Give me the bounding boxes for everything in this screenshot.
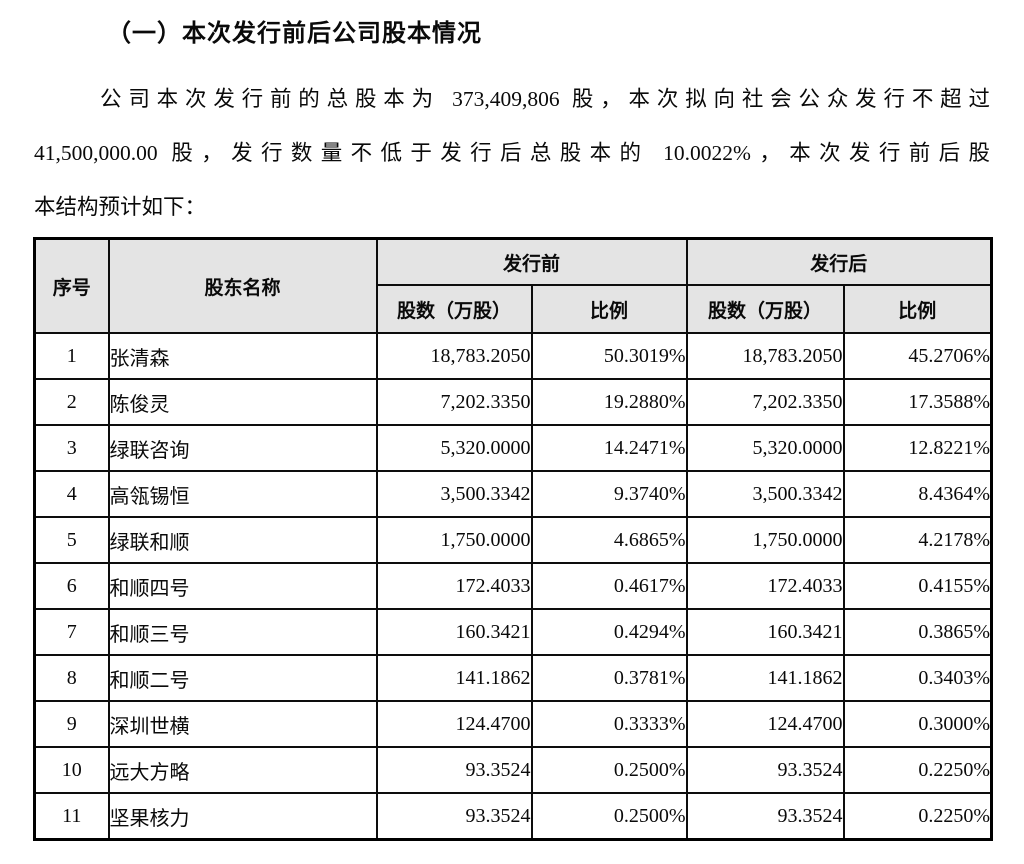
post-shares-cell: 93.3524 — [685, 792, 845, 841]
post-ratio-cell: 0.4155% — [842, 562, 993, 610]
post-ratio-cell: 0.2250% — [842, 746, 993, 794]
shareholder-name-cell: 深圳世横 — [107, 700, 378, 748]
table-header: 序号 股东名称 发行前 发行后 股数（万股） 比例 股数（万股） 比例 — [33, 237, 993, 334]
post-shares-cell: 141.1862 — [685, 654, 845, 702]
pre-shares-cell: 160.3421 — [375, 608, 533, 656]
table-row: 9 深圳世横 124.4700 0.3333% 124.4700 0.3000% — [33, 700, 993, 748]
table-row: 3 绿联咨询 5,320.0000 14.2471% 5,320.0000 12.8221… — [33, 424, 993, 472]
pre-ratio-cell: 9.3740% — [530, 470, 688, 518]
pre-shares-cell: 18,783.2050 — [375, 332, 533, 380]
post-shares-cell: 172.4033 — [685, 562, 845, 610]
index-cell: 1 — [33, 332, 110, 380]
table-row: 4 高瓴锡恒 3,500.3342 9.3740% 3,500.3342 8.4364% — [33, 470, 993, 518]
pre-ratio-cell: 0.3781% — [530, 654, 688, 702]
post-ratio-cell: 45.2706% — [842, 332, 993, 380]
post-ratio-cell: 0.3000% — [842, 700, 993, 748]
shareholder-name-cell: 高瓴锡恒 — [107, 470, 378, 518]
pre-shares-cell: 3,500.3342 — [375, 470, 533, 518]
pre-ratio-cell: 4.6865% — [530, 516, 688, 564]
table-row: 8 和顺二号 141.1862 0.3781% 141.1862 0.3403% — [33, 654, 993, 702]
index-cell: 3 — [33, 424, 110, 472]
header-shares-post: 股数（万股） — [685, 284, 845, 334]
share-structure-table: 序号 股东名称 发行前 发行后 股数（万股） 比例 股数（万股） 比例 1 张清森… — [33, 237, 994, 841]
header-index: 序号 — [33, 237, 110, 334]
pre-shares-cell: 7,202.3350 — [375, 378, 533, 426]
shareholder-name-cell: 和顺四号 — [107, 562, 378, 610]
shareholder-name-cell: 坚果核力 — [107, 792, 378, 841]
pre-shares-cell: 124.4700 — [375, 700, 533, 748]
post-ratio-cell: 0.3403% — [842, 654, 993, 702]
index-cell: 2 — [33, 378, 110, 426]
pre-shares-cell: 93.3524 — [375, 792, 533, 841]
post-shares-cell: 160.3421 — [685, 608, 845, 656]
shareholder-name-cell: 和顺二号 — [107, 654, 378, 702]
pre-shares-cell: 93.3524 — [375, 746, 533, 794]
index-cell: 6 — [33, 562, 110, 610]
table-row: 1 张清森 18,783.2050 50.3019% 18,783.2050 45.270… — [33, 332, 993, 380]
table-row: 7 和顺三号 160.3421 0.4294% 160.3421 0.3865% — [33, 608, 993, 656]
post-shares-cell: 1,750.0000 — [685, 516, 845, 564]
index-cell: 4 — [33, 470, 110, 518]
post-shares-cell: 18,783.2050 — [685, 332, 845, 380]
header-shares-pre: 股数（万股） — [375, 284, 533, 334]
index-cell: 9 — [33, 700, 110, 748]
post-shares-cell: 7,202.3350 — [685, 378, 845, 426]
pre-shares-cell: 1,750.0000 — [375, 516, 533, 564]
index-cell: 10 — [33, 746, 110, 794]
table-row: 6 和顺四号 172.4033 0.4617% 172.4033 0.4155% — [33, 562, 993, 610]
section-title: （一）本次发行前后公司股本情况 — [107, 20, 482, 47]
pre-ratio-cell: 0.4294% — [530, 608, 688, 656]
post-ratio-cell: 12.8221% — [842, 424, 993, 472]
table-row: 10 远大方略 93.3524 0.2500% 93.3524 0.2250% — [33, 746, 993, 794]
pre-shares-cell: 172.4033 — [375, 562, 533, 610]
index-cell: 11 — [33, 792, 110, 841]
post-shares-cell: 93.3524 — [685, 746, 845, 794]
table-body: 1 张清森 18,783.2050 50.3019% 18,783.2050 45.270… — [33, 332, 993, 841]
pre-ratio-cell: 19.2880% — [530, 378, 688, 426]
shareholder-name-cell: 和顺三号 — [107, 608, 378, 656]
post-shares-cell: 124.4700 — [685, 700, 845, 748]
shareholder-name-cell: 绿联咨询 — [107, 424, 378, 472]
header-post-issue: 发行后 — [685, 237, 993, 286]
shareholder-name-cell: 张清森 — [107, 332, 378, 380]
pre-ratio-cell: 14.2471% — [530, 424, 688, 472]
paragraph-line-1: 公司本次发行前的总股本为 373,409,806 股，本次拟向社会公众发行不超过 — [100, 87, 990, 111]
header-shareholder: 股东名称 — [107, 237, 378, 334]
pre-ratio-cell: 0.2500% — [530, 746, 688, 794]
pre-ratio-cell: 0.3333% — [530, 700, 688, 748]
paragraph-line-3: 本结构预计如下： — [34, 195, 207, 219]
header-ratio-post: 比例 — [842, 284, 993, 334]
index-cell: 7 — [33, 608, 110, 656]
pre-ratio-cell: 0.4617% — [530, 562, 688, 610]
shareholder-name-cell: 远大方略 — [107, 746, 378, 794]
table-row: 11 坚果核力 93.3524 0.2500% 93.3524 0.2250% — [33, 792, 993, 841]
post-shares-cell: 3,500.3342 — [685, 470, 845, 518]
pre-ratio-cell: 0.2500% — [530, 792, 688, 841]
shareholder-name-cell: 绿联和顺 — [107, 516, 378, 564]
index-cell: 8 — [33, 654, 110, 702]
post-ratio-cell: 4.2178% — [842, 516, 993, 564]
post-ratio-cell: 8.4364% — [842, 470, 993, 518]
post-ratio-cell: 0.3865% — [842, 608, 993, 656]
paragraph-line-2: 41,500,000.00 股，发行数量不低于发行后总股本的 10.0022%，… — [34, 141, 990, 165]
post-shares-cell: 5,320.0000 — [685, 424, 845, 472]
pre-shares-cell: 141.1862 — [375, 654, 533, 702]
header-ratio-pre: 比例 — [530, 284, 688, 334]
index-cell: 5 — [33, 516, 110, 564]
header-pre-issue: 发行前 — [375, 237, 688, 286]
pre-ratio-cell: 50.3019% — [530, 332, 688, 380]
shareholder-name-cell: 陈俊灵 — [107, 378, 378, 426]
table-row: 2 陈俊灵 7,202.3350 19.2880% 7,202.3350 17.3588% — [33, 378, 993, 426]
intro-paragraph: 公司本次发行前的总股本为 373,409,806 股，本次拟向社会公众发行不超过… — [34, 72, 990, 234]
pre-shares-cell: 5,320.0000 — [375, 424, 533, 472]
post-ratio-cell: 0.2250% — [842, 792, 993, 841]
post-ratio-cell: 17.3588% — [842, 378, 993, 426]
table-row: 5 绿联和顺 1,750.0000 4.6865% 1,750.0000 4.2178% — [33, 516, 993, 564]
